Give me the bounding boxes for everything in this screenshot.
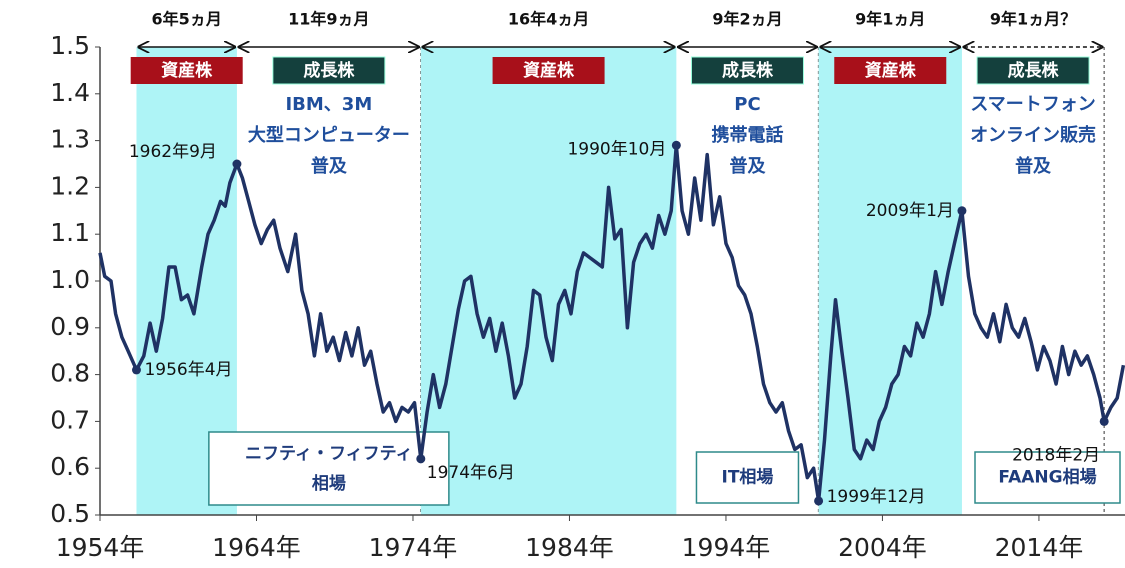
description: 大型コンピューター — [248, 124, 410, 146]
boom-label: IT相場 — [722, 467, 774, 488]
y-tick-label: 0.7 — [50, 405, 90, 434]
shaded-band — [818, 47, 962, 515]
shaded-band — [420, 47, 677, 515]
description: IBM、3M — [285, 94, 372, 115]
point-label: 1999年12月 — [827, 487, 926, 507]
kind-box — [492, 57, 605, 84]
point-label: 1962年9月 — [129, 142, 217, 162]
point-marker — [671, 140, 681, 150]
point-marker — [957, 206, 967, 216]
y-tick-label: 1.1 — [50, 218, 90, 247]
x-tick-label: 1974年 — [369, 533, 458, 562]
description: スマートフォン — [970, 94, 1095, 115]
y-tick-label: 0.8 — [50, 359, 90, 388]
description: 普及 — [1015, 155, 1052, 177]
period-duration: 9年2ヵ月 — [712, 10, 782, 29]
kind-label: 資産株 — [523, 60, 575, 81]
y-tick-label: 0.5 — [50, 499, 90, 528]
kind-box — [976, 56, 1090, 85]
x-tick-label: 1994年 — [682, 533, 771, 562]
kind-label: 成長株 — [1008, 60, 1060, 81]
x-tick-label: 1954年 — [56, 533, 145, 562]
x-tick-label: 1984年 — [525, 533, 614, 562]
y-tick-label: 1.2 — [50, 171, 90, 200]
period-duration: 11年9ヵ月 — [288, 10, 369, 29]
plot-layer: 6年5ヵ月資産株11年9ヵ月成長株IBM、3M大型コンピューター普及ニフティ・フ… — [50, 10, 1125, 562]
point-marker — [416, 454, 426, 464]
kind-label: 資産株 — [161, 60, 213, 81]
description: PC — [734, 94, 760, 115]
description: オンライン販売 — [970, 124, 1096, 146]
x-tick-label: 1964年 — [212, 533, 301, 562]
description: 携帯電話 — [711, 124, 783, 146]
x-tick-label: 2004年 — [838, 533, 927, 562]
description: 普及 — [729, 155, 766, 177]
kind-box — [130, 57, 243, 84]
boom-box — [974, 451, 1121, 504]
point-marker — [814, 496, 824, 506]
period-duration: 6年5ヵ月 — [152, 10, 222, 29]
point-label: 1990年10月 — [567, 139, 666, 159]
boom-box — [695, 451, 800, 504]
point-marker — [1099, 416, 1109, 426]
kind-box — [272, 56, 386, 85]
kind-box — [834, 57, 947, 84]
y-tick-label: 1.5 — [50, 31, 90, 60]
data-line — [98, 143, 1125, 503]
period-duration: 9年1ヵ月 — [855, 10, 925, 29]
period-duration: 16年4ヵ月 — [508, 10, 589, 29]
y-tick-label: 0.6 — [50, 452, 90, 481]
kind-label: 資産株 — [865, 60, 917, 81]
kind-box — [690, 56, 804, 85]
boom-label: FAANG相場 — [998, 467, 1096, 488]
y-tick-label: 1.4 — [50, 78, 90, 107]
boom-label: 相場 — [312, 473, 346, 494]
point-label: 2009年1月 — [866, 201, 954, 221]
y-tick-label: 1.3 — [50, 125, 90, 154]
point-label: 1974年6月 — [427, 463, 515, 483]
boom-box — [208, 431, 450, 506]
kind-label: 成長株 — [303, 60, 355, 81]
y-tick-label: 1.0 — [50, 265, 90, 294]
point-label: 2018年2月 — [1012, 445, 1100, 465]
period-duration: 9年1ヵ月？ — [990, 10, 1076, 29]
kind-label: 成長株 — [722, 60, 774, 81]
boom-label: ニフティ・フィフティ — [245, 444, 413, 464]
x-tick-label: 2014年 — [995, 533, 1084, 562]
y-tick-label: 0.9 — [50, 312, 90, 341]
point-marker — [232, 159, 242, 169]
description: 普及 — [311, 155, 348, 177]
point-label: 1956年4月 — [144, 360, 232, 380]
point-marker — [131, 365, 141, 375]
